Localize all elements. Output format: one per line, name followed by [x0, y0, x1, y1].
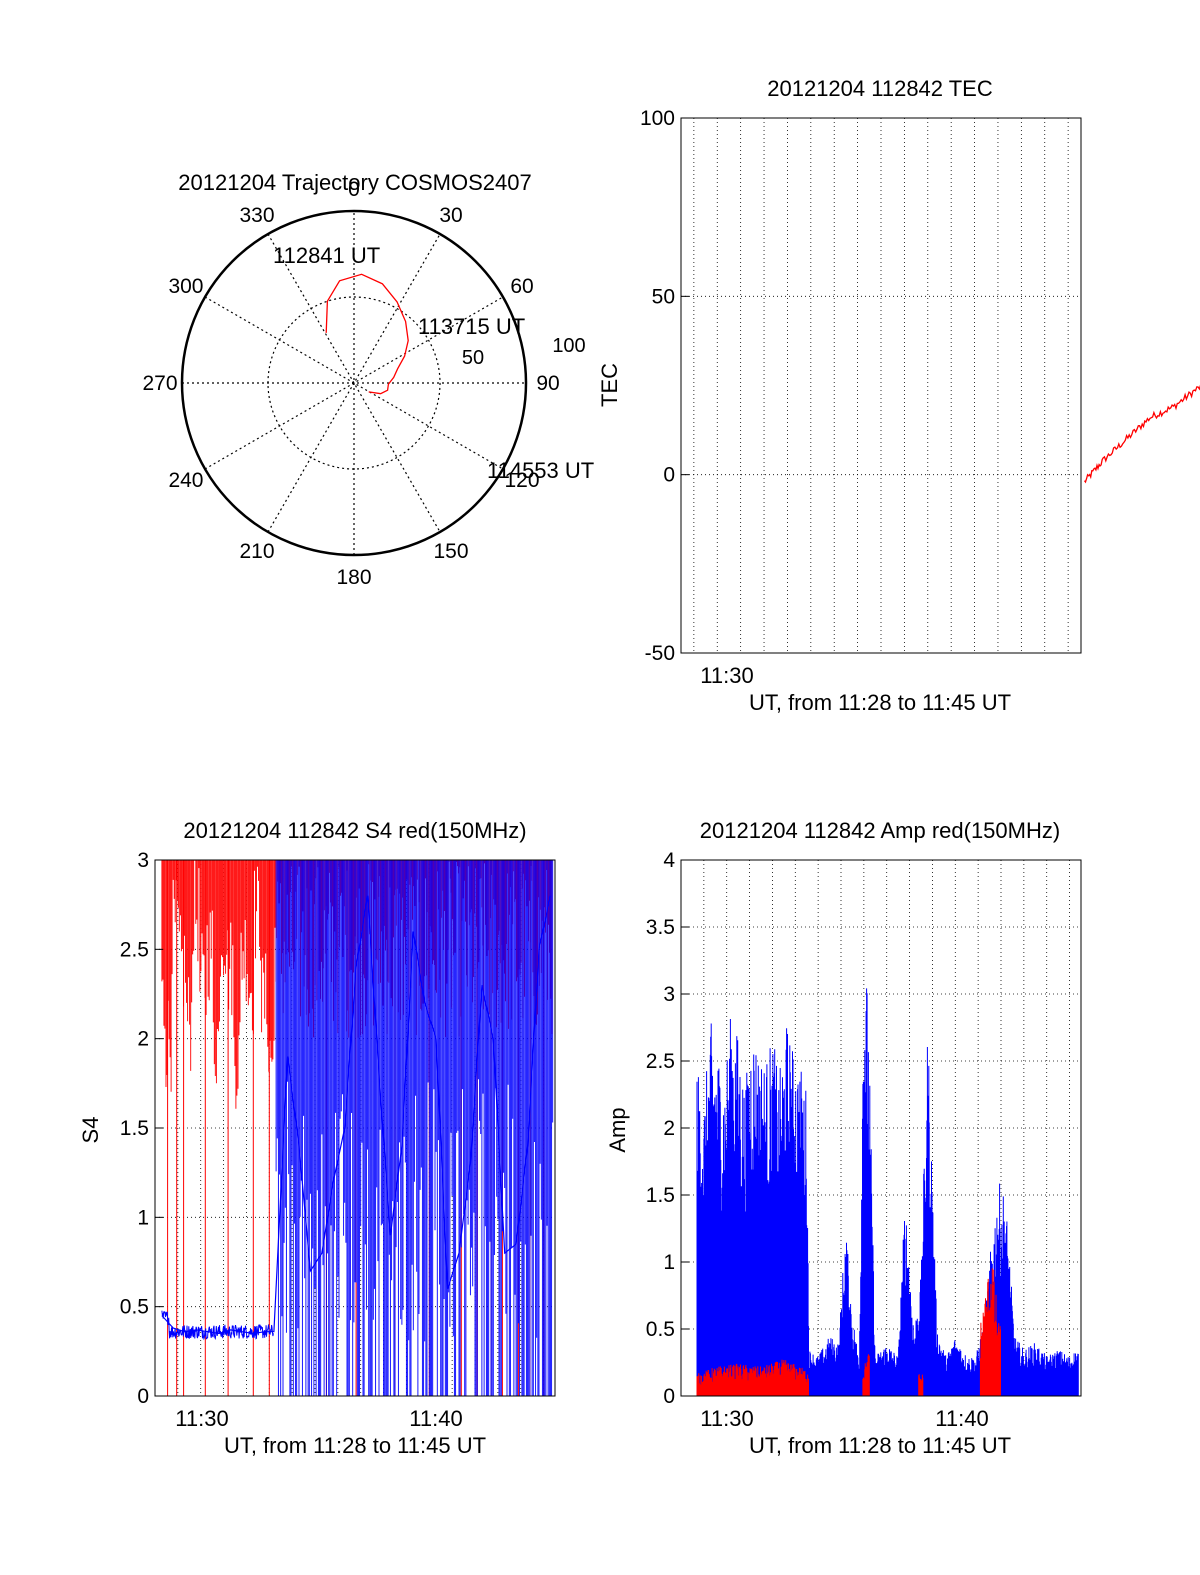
y-tick-label: -50 — [645, 642, 675, 665]
amp-x-axis-label: UT, from 11:28 to 11:45 UT — [749, 1433, 1011, 1458]
amp-y-axis-label: Amp — [605, 1107, 630, 1152]
amp-title: 20121204 112842 Amp red(150MHz) — [700, 818, 1060, 843]
polar-angle-label: 0 — [348, 178, 360, 201]
y-tick-label: 0 — [137, 1385, 149, 1408]
tec-title: 20121204 112842 TEC — [767, 76, 993, 101]
tec-grid — [681, 118, 1081, 653]
y-tick-label: 4 — [663, 849, 675, 872]
y-tick-label: 3.5 — [646, 916, 675, 939]
amp-x-tick-label-2: 11:40 — [935, 1406, 988, 1431]
s4-series — [161, 860, 554, 1396]
s4-blue-envelope — [161, 895, 551, 1335]
tec-y-tick-labels: 100 50 0 -50 — [640, 107, 689, 665]
s4-x-axis-label: UT, from 11:28 to 11:45 UT — [224, 1433, 486, 1458]
polar-title: 20121204 Trajectory COSMOS2407 — [178, 170, 531, 195]
polar-angle-label: 90 — [536, 372, 559, 395]
annotation-start: 112841 UT — [273, 243, 380, 268]
trajectory-line — [325, 273, 409, 395]
s4-x-tick-label-2: 11:40 — [409, 1406, 462, 1431]
y-tick-label: 2 — [137, 1028, 149, 1051]
y-tick-label: 0.5 — [120, 1296, 149, 1319]
polar-angle-label: 150 — [433, 540, 468, 563]
s4-blue-baseline — [161, 1310, 274, 1341]
polar-radius-label-100: 100 — [552, 335, 585, 357]
polar-angle-label: 30 — [439, 204, 462, 227]
polar-inner-ring — [267, 296, 441, 470]
polar-angle-label: 180 — [336, 566, 371, 589]
amp-blue-series — [696, 988, 1079, 1396]
s4-title: 20121204 112842 S4 red(150MHz) — [183, 818, 526, 843]
polar-radius-label-50: 50 — [462, 347, 484, 369]
amp-series — [696, 988, 1079, 1396]
polar-angle-label: 270 — [142, 372, 177, 395]
tec-series-line — [1083, 384, 1200, 484]
y-tick-label: 1 — [663, 1251, 675, 1274]
amp-panel: 20121204 112842 Amp red(150MHz) 4 3.5 3 2.5… — [605, 818, 1082, 1458]
y-tick-label: 1 — [137, 1206, 149, 1229]
polar-angle-label: 240 — [168, 469, 203, 492]
amp-x-tick-label-1: 11:30 — [700, 1406, 753, 1431]
annotation-mid: 113715 UT — [418, 314, 525, 339]
y-tick-label: 3 — [137, 849, 149, 872]
y-tick-label: 1.5 — [120, 1117, 149, 1140]
y-tick-label: 2 — [663, 1117, 675, 1140]
y-tick-label: 50 — [652, 285, 675, 308]
amp-y-tick-labels: 4 3.5 3 2.5 2 1.5 1 0.5 0 — [646, 849, 689, 1408]
amp-red-series — [696, 1268, 1001, 1396]
polar-panel: 20121204 Trajectory COSMOS2407 0 30 60 90 12… — [142, 170, 594, 589]
y-tick-label: 1.5 — [646, 1184, 675, 1207]
tec-x-axis-label: UT, from 11:28 to 11:45 UT — [749, 690, 1011, 715]
y-tick-label: 0 — [663, 464, 675, 487]
polar-angle-label: 330 — [239, 204, 274, 227]
y-tick-label: 2.5 — [646, 1050, 675, 1073]
s4-y-axis-label: S4 — [78, 1117, 103, 1144]
polar-spoke — [267, 233, 441, 533]
polar-angle-labels: 0 30 60 90 120 150 180 210 240 270 300 330 — [142, 178, 559, 589]
s4-x-tick-label-1: 11:30 — [175, 1406, 228, 1431]
y-tick-label: 3 — [663, 983, 675, 1006]
s4-blue-series — [275, 860, 554, 1396]
polar-angle-label: 300 — [168, 275, 203, 298]
y-tick-label: 0 — [663, 1385, 675, 1408]
tec-plot-frame — [680, 117, 1082, 654]
polar-grid — [180, 209, 528, 557]
tec-y-axis-label: TEC — [597, 363, 622, 407]
polar-angle-label: 120 — [504, 469, 539, 492]
y-tick-label: 100 — [640, 107, 675, 130]
s4-panel: 20121204 112842 S4 red(150MHz) 3 2.5 2 1.5 1… — [78, 818, 556, 1458]
tec-panel: 20121204 112842 TEC 100 50 0 -50 11:30 UT, … — [597, 76, 1200, 715]
y-tick-label: 0.5 — [646, 1318, 675, 1341]
s4-y-tick-labels: 3 2.5 2 1.5 1 0.5 0 — [120, 849, 163, 1408]
polar-angle-label: 210 — [239, 540, 274, 563]
annotation-end: 114553 UT — [487, 458, 594, 483]
tec-x-tick-label: 11:30 — [700, 663, 753, 688]
y-tick-label: 2.5 — [120, 938, 149, 961]
polar-angle-label: 60 — [510, 275, 533, 298]
